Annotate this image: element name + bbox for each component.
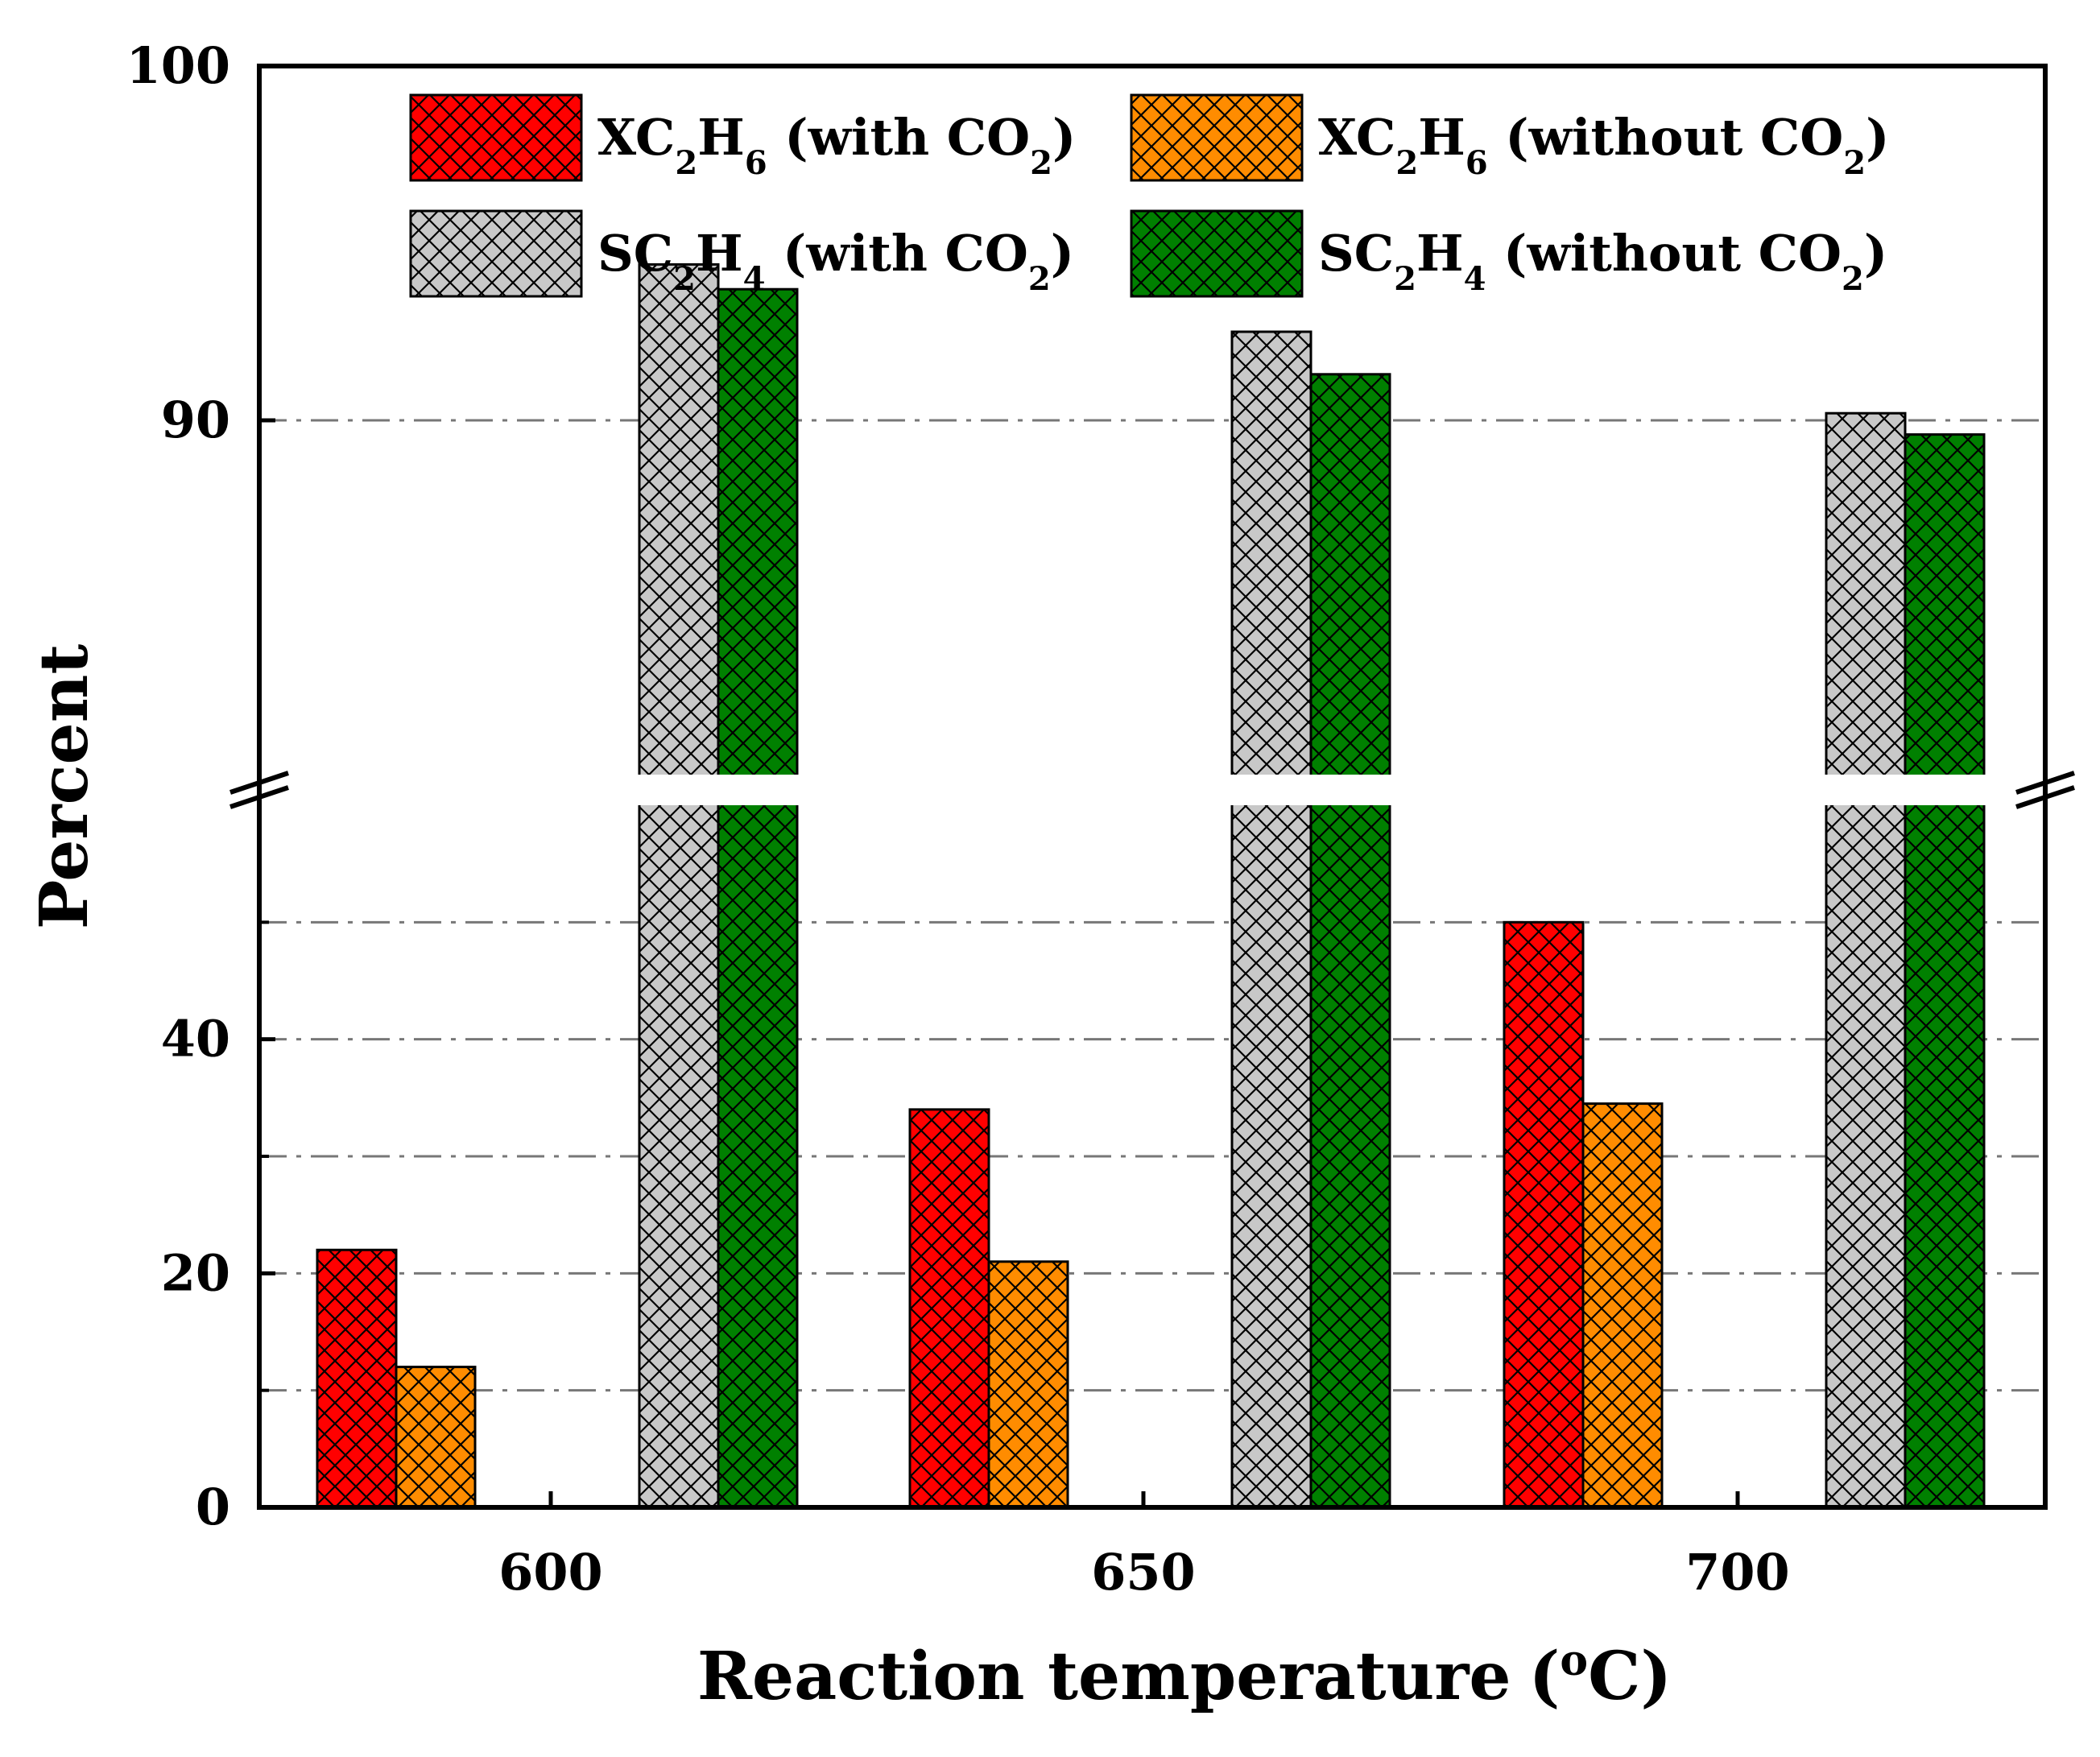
legend-item: SC2H4 (with CO2)	[409, 209, 1074, 298]
bar	[717, 287, 799, 1509]
axis-ticks: 0 20 40 90 100 600 650 700	[126, 36, 1790, 1602]
bar-hatch	[1311, 374, 1390, 1507]
legend-text-part: H	[696, 224, 743, 283]
axis-break-gap	[229, 771, 2075, 809]
legend-item: XC2H6 (with CO2)	[409, 93, 1076, 182]
legend-item: SC2H4 (without CO2)	[1130, 209, 1887, 298]
legend-subscript: 4	[743, 260, 766, 298]
bar-hatch	[317, 1250, 396, 1507]
x-axis-title: Reaction temperature (oC)	[697, 1636, 1672, 1715]
legend-text-part: H	[1418, 108, 1465, 167]
legend-text-part: SC	[1318, 224, 1394, 283]
x-axis-unit-close: )	[1640, 1638, 1672, 1715]
legend-swatch-hatch	[411, 211, 581, 296]
legend-label: XC2H6 (with CO2)	[597, 108, 1076, 182]
legend-label: SC2H4 (without CO2)	[1318, 224, 1887, 298]
bar	[316, 1248, 398, 1509]
bar	[1503, 920, 1585, 1509]
legend-subscript: 2	[1030, 144, 1052, 182]
bar-hatch	[1232, 332, 1311, 1507]
x-axis-title-text: Reaction temperature	[697, 1638, 1511, 1715]
bar-hatch	[396, 1366, 475, 1507]
x-tick-label: 700	[1685, 1543, 1789, 1602]
bar	[908, 1108, 990, 1509]
legend: XC2H6 (with CO2) XC2H6 (without CO2)SC2H4…	[409, 93, 1889, 298]
legend-text-part: H	[697, 108, 745, 167]
x-axis-unit-open: (	[1529, 1638, 1561, 1715]
bar	[1230, 330, 1312, 1509]
y-tick-label: 100	[126, 36, 230, 95]
bar	[395, 1366, 477, 1509]
legend-subscript: 2	[1028, 260, 1051, 298]
x-axis-unit-letter: C	[1588, 1638, 1640, 1715]
legend-text-part: )	[1864, 224, 1887, 283]
legend-subscript: 2	[1394, 260, 1416, 298]
bar-hatch	[718, 289, 797, 1508]
legend-text-part: )	[1052, 108, 1076, 167]
bar-hatch	[910, 1109, 989, 1507]
legend-item: XC2H6 (without CO2)	[1130, 93, 1889, 182]
legend-swatch-hatch	[411, 95, 581, 180]
bar	[638, 263, 720, 1509]
legend-text-part: SC	[597, 224, 673, 283]
bar	[1825, 411, 1907, 1509]
legend-text-part: (with CO	[767, 108, 1031, 167]
y-tick-label: 90	[161, 391, 230, 449]
legend-label: XC2H6 (without CO2)	[1318, 108, 1889, 182]
legend-text-part: )	[1866, 108, 1889, 167]
bar-hatch	[1504, 922, 1583, 1507]
legend-subscript: 2	[675, 144, 697, 182]
bar	[1581, 1102, 1664, 1509]
bars	[316, 263, 1986, 1509]
y-tick-label: 40	[161, 1010, 230, 1069]
legend-swatch-outline	[1130, 93, 1304, 182]
y-axis-title: Percent	[26, 644, 103, 930]
legend-text-part: H	[1416, 224, 1464, 283]
legend-text-part: (without CO	[1488, 108, 1844, 167]
legend-subscript: 2	[1842, 260, 1864, 298]
bar-hatch	[989, 1261, 1068, 1507]
bar	[987, 1260, 1069, 1509]
bar	[1309, 373, 1391, 1509]
bar-hatch	[1583, 1103, 1662, 1507]
legend-swatch-outline	[409, 209, 583, 298]
bar-hatch	[639, 264, 718, 1507]
legend-subscript: 6	[745, 144, 767, 182]
bar	[1904, 433, 1986, 1509]
plot-frame	[257, 64, 2048, 1510]
grid-lines	[259, 419, 2045, 1392]
y-tick-label: 0	[196, 1478, 230, 1536]
legend-swatch-outline	[409, 93, 583, 182]
legend-text-part: (without CO	[1486, 224, 1842, 283]
bar-hatch	[1905, 434, 1984, 1507]
legend-subscript: 2	[1395, 144, 1418, 182]
x-tick-label: 600	[498, 1543, 602, 1602]
bar-hatch	[1826, 413, 1905, 1508]
x-axis-unit-degree: o	[1560, 1636, 1588, 1685]
legend-text-part: XC	[597, 108, 675, 167]
legend-swatch-hatch	[1131, 211, 1302, 296]
legend-subscript: 4	[1464, 260, 1486, 298]
legend-text-part: )	[1051, 224, 1074, 283]
legend-label: SC2H4 (with CO2)	[597, 224, 1074, 298]
x-tick-label: 650	[1091, 1543, 1195, 1602]
y-tick-label: 20	[161, 1243, 230, 1302]
legend-text-part: (with CO	[765, 224, 1028, 283]
legend-swatch-hatch	[1131, 95, 1302, 180]
break-band	[251, 775, 2053, 805]
legend-subscript: 2	[1843, 144, 1866, 182]
legend-text-part: XC	[1318, 108, 1395, 167]
legend-subscript: 6	[1465, 144, 1488, 182]
legend-swatch-outline	[1130, 209, 1304, 298]
legend-subscript: 2	[673, 260, 696, 298]
